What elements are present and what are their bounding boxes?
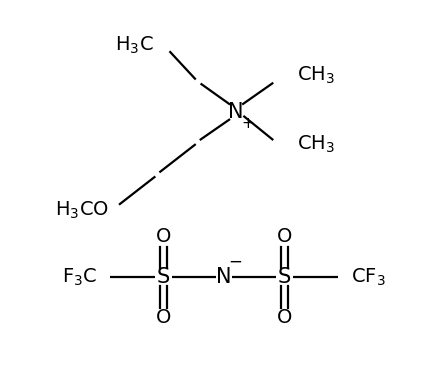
Text: S: S [278,268,291,287]
Text: S: S [157,268,170,287]
Text: H$_3$CO: H$_3$CO [55,200,109,221]
Text: −: − [228,253,242,271]
Text: CH$_3$: CH$_3$ [297,65,335,86]
Text: CH$_3$: CH$_3$ [297,134,335,155]
Text: +: + [241,117,254,131]
Text: N: N [216,268,232,287]
Text: N: N [228,102,244,122]
Text: O: O [156,308,171,327]
Text: F$_3$C: F$_3$C [61,267,97,288]
Text: O: O [156,228,171,246]
Text: O: O [277,308,292,327]
Text: H$_3$C: H$_3$C [115,35,153,56]
Text: O: O [277,228,292,246]
Text: CF$_3$: CF$_3$ [351,267,386,288]
